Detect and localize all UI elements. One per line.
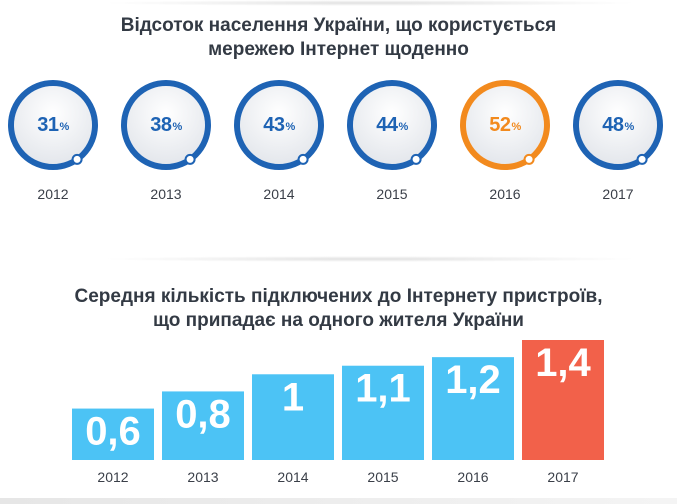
- donut-marker-2012: [71, 153, 83, 165]
- donut-year-label-2017: 2017: [602, 186, 634, 202]
- donut-chart-title: Відсоток населення України, що користуєт…: [0, 14, 677, 62]
- bar-2016: [432, 357, 514, 460]
- donut-2015: 44%: [345, 78, 439, 172]
- donut-year-label-2015: 2015: [376, 186, 408, 202]
- donut-value-unit: %: [398, 120, 408, 133]
- donut-inner-2014: [240, 86, 318, 164]
- donut-value-unit: %: [59, 120, 69, 133]
- donut-year-label-2012: 2012: [37, 186, 69, 202]
- donut-track-2016: [460, 80, 550, 170]
- bar-value-label-2015: 1,1: [355, 367, 411, 411]
- donut-value-number: 38: [150, 113, 172, 136]
- donut-2016: 52%: [458, 78, 552, 172]
- bar-year-label-2016: 2016: [457, 469, 488, 485]
- donut-year-label-2014: 2014: [263, 186, 295, 202]
- donut-2017: 48%: [571, 78, 665, 172]
- donut-2012: 31%: [6, 78, 100, 172]
- donut-value-number: 52: [489, 113, 511, 136]
- bar-year-label-2014: 2014: [277, 469, 308, 485]
- bar-value-label-2013: 0,8: [175, 392, 231, 436]
- donut-inner-2012: [14, 86, 92, 164]
- bar-2017: [522, 340, 604, 460]
- donut-ring-2017: [573, 80, 663, 170]
- donut-title-line-2: мережею Інтернет щоденно: [208, 39, 469, 60]
- donut-ring-2014: [234, 80, 324, 170]
- top-divider-shadow: [100, 0, 640, 6]
- bar-title-line-2: що припадає на одного жителя України: [153, 310, 524, 331]
- donut-track-2012: [8, 80, 98, 170]
- donut-value-2017: 48%: [571, 78, 665, 172]
- donut-value-unit: %: [172, 120, 182, 133]
- donut-value-unit: %: [624, 120, 634, 133]
- donut-value-2013: 38%: [119, 78, 213, 172]
- bar-year-label-2012: 2012: [97, 469, 128, 485]
- donut-value-number: 31: [37, 113, 59, 136]
- donut-2014: 43%: [232, 78, 326, 172]
- bar-value-label-2017: 1,4: [535, 341, 591, 385]
- donut-ring-2012: [8, 80, 98, 170]
- donut-value-unit: %: [511, 120, 521, 133]
- bar-2013: [162, 391, 244, 460]
- donut-value-2014: 43%: [232, 78, 326, 172]
- donut-track-2014: [234, 80, 324, 170]
- donut-inner-2015: [353, 86, 431, 164]
- donut-ring-2013: [121, 80, 211, 170]
- donut-title-line-1: Відсоток населення України, що користуєт…: [120, 15, 557, 36]
- donut-inner-2016: [466, 86, 544, 164]
- donut-track-2015: [347, 80, 437, 170]
- bar-value-label-2012: 0,6: [85, 410, 141, 454]
- donut-track-2017: [573, 80, 663, 170]
- bar-2014: [252, 374, 334, 460]
- donut-value-unit: %: [285, 120, 295, 133]
- donut-marker-2013: [184, 153, 196, 165]
- middle-divider-shadow: [100, 256, 640, 262]
- donut-ring-2016: [460, 80, 550, 170]
- donut-value-2015: 44%: [345, 78, 439, 172]
- donut-2013: 38%: [119, 78, 213, 172]
- bar-value-label-2014: 1: [282, 375, 304, 419]
- bar-chart: 0,6 2012 0,8 2013 1 2014 1,1 2015 1,2 2016 1,4 2017: [72, 340, 604, 485]
- bar-value-label-2016: 1,2: [445, 358, 501, 402]
- bar-year-label-2015: 2015: [367, 469, 398, 485]
- bar-year-label-2013: 2013: [187, 469, 218, 485]
- donut-marker-2016: [523, 153, 535, 165]
- bar-year-label-2017: 2017: [547, 469, 578, 485]
- bottom-strip: [0, 498, 677, 504]
- bar-2015: [342, 365, 424, 460]
- donut-marker-2014: [297, 153, 309, 165]
- donut-marker-2015: [410, 153, 422, 165]
- donut-value-number: 43: [263, 113, 285, 136]
- donut-marker-2017: [636, 153, 648, 165]
- bar-chart-title: Середня кількість підключених до Інтерне…: [0, 285, 677, 333]
- donut-year-label-2013: 2013: [150, 186, 182, 202]
- bar-2012: [72, 408, 154, 460]
- donut-inner-2013: [127, 86, 205, 164]
- donut-inner-2017: [579, 86, 657, 164]
- donut-value-2012: 31%: [6, 78, 100, 172]
- donut-value-number: 44: [376, 113, 398, 136]
- donut-value-number: 48: [602, 113, 624, 136]
- bar-title-line-1: Середня кількість підключених до Інтерне…: [74, 286, 603, 307]
- donut-ring-2015: [347, 80, 437, 170]
- donut-track-2013: [121, 80, 211, 170]
- donut-year-label-2016: 2016: [489, 186, 521, 202]
- donut-value-2016: 52%: [458, 78, 552, 172]
